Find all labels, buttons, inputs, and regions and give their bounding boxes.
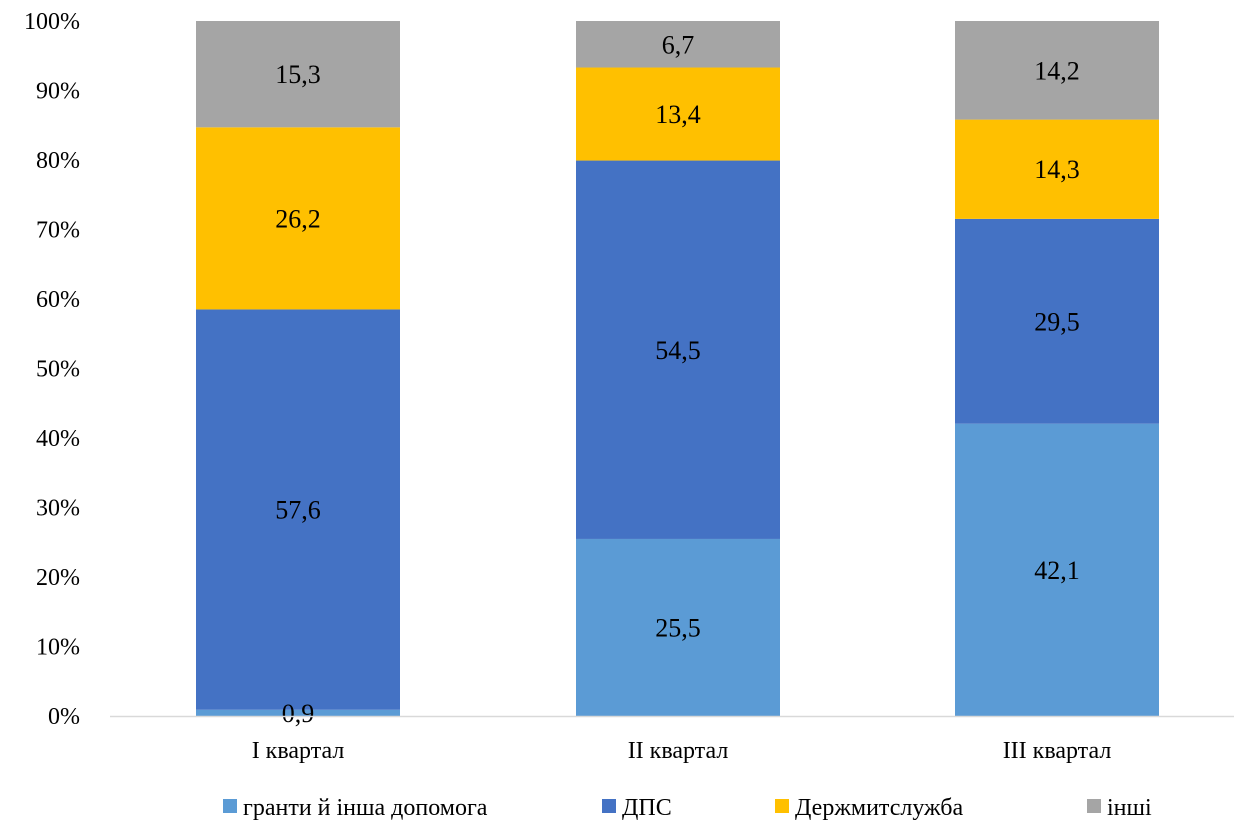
legend-swatch	[223, 799, 237, 813]
y-tick-label: 60%	[36, 287, 80, 313]
x-category-label: II квартал	[628, 738, 729, 764]
y-tick-label: 80%	[36, 148, 80, 174]
data-label: 0,9	[282, 699, 315, 728]
x-category-label: III квартал	[1003, 738, 1112, 764]
y-axis: 0% 10% 20% 30% 40% 50% 60% 70% 80% 90% 100%	[24, 9, 80, 730]
legend-label: ДПС	[622, 795, 672, 821]
y-tick-label: 100%	[24, 9, 80, 35]
y-tick-label: 10%	[36, 635, 80, 661]
bar-segment	[955, 423, 1159, 716]
y-tick-label: 90%	[36, 79, 80, 105]
bar-segment	[196, 21, 400, 128]
data-label: 25,5	[655, 613, 701, 642]
data-label: 57,6	[275, 496, 321, 525]
legend: гранти й інша допомога ДПС Держмитслужба ін…	[223, 795, 1152, 821]
y-tick-label: 70%	[36, 218, 80, 244]
legend-label: Держмитслужба	[795, 795, 964, 821]
bar-segment	[955, 119, 1159, 219]
bar-segment	[576, 538, 780, 716]
legend-swatch	[775, 799, 789, 813]
bar-segment	[196, 309, 400, 710]
bar-segment	[955, 218, 1159, 424]
data-label: 26,2	[275, 204, 321, 233]
legend-label: інші	[1107, 795, 1152, 821]
y-tick-label: 40%	[36, 426, 80, 452]
bar-segment	[576, 67, 780, 161]
data-label: 15,3	[275, 60, 321, 89]
bar-segment	[576, 21, 780, 68]
bar-segment	[196, 709, 400, 716]
y-tick-label: 50%	[36, 357, 80, 383]
x-axis: I квартал II квартал III квартал	[110, 715, 1234, 764]
data-label: 14,3	[1034, 155, 1080, 184]
y-tick-label: 30%	[36, 496, 80, 522]
y-tick-label: 0%	[48, 704, 80, 730]
data-label: 54,5	[655, 336, 701, 365]
bar-segment	[196, 127, 400, 310]
legend-label: гранти й інша допомога	[243, 795, 488, 821]
data-label: 29,5	[1034, 307, 1080, 336]
legend-swatch	[602, 799, 616, 813]
bars: 0,9 57,6 26,2 15,3 25,5 54,5 13,4 6,7 42,1 29,5 14…	[196, 21, 1159, 728]
y-tick-label: 20%	[36, 565, 80, 591]
data-label: 42,1	[1034, 556, 1080, 585]
bar-segment	[955, 21, 1159, 120]
data-label: 13,4	[655, 100, 701, 129]
data-label: 14,2	[1034, 56, 1080, 85]
bar-segment	[576, 160, 780, 539]
legend-swatch	[1087, 799, 1101, 813]
data-label: 6,7	[662, 30, 695, 59]
x-category-label: I квартал	[252, 738, 345, 764]
